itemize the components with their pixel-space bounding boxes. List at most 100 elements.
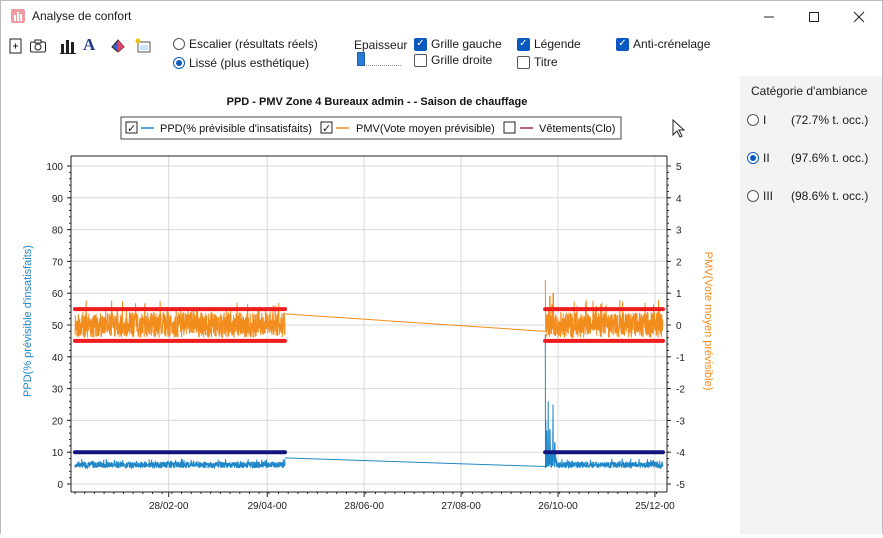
- category-option-2[interactable]: II (97.6% t. occ.): [747, 151, 868, 165]
- y-right-tick-label: 2: [676, 257, 682, 268]
- image-effects-icon[interactable]: [134, 37, 152, 55]
- fill-color-icon[interactable]: [109, 37, 127, 55]
- y-right-tick-label: 3: [676, 226, 682, 237]
- pmv-series-line: [74, 300, 286, 338]
- grille-gauche-label: Grille gauche: [431, 37, 502, 51]
- y-axis-right-label: PMV(Vote moyen prévisible): [702, 252, 714, 391]
- y-left-tick-label: 30: [52, 385, 64, 396]
- category-option-1[interactable]: I (72.7% t. occ.): [747, 113, 868, 127]
- chart-legend: ✓ PPD(% prévisible d'insatisfaits) ✓ PMV…: [120, 116, 622, 140]
- radio-lisse-dot[interactable]: [173, 57, 185, 69]
- category-radio-1[interactable]: [747, 114, 759, 126]
- y-right-tick-label: -4: [676, 448, 685, 459]
- legend-item-pmv[interactable]: ✓ PMV(Vote moyen prévisible): [320, 121, 495, 135]
- y-right-tick-label: -2: [676, 385, 685, 396]
- category-radio-3[interactable]: [747, 190, 759, 202]
- y-right-tick-label: -3: [676, 416, 685, 427]
- grille-droite-checkbox[interactable]: [414, 53, 427, 67]
- radio-escalier-label: Escalier (résultats réels): [189, 37, 318, 51]
- y-left-tick-label: 60: [52, 289, 64, 300]
- y-left-tick-label: 70: [52, 257, 64, 268]
- ppd-interpolation-line: [284, 457, 546, 468]
- category-radio-2[interactable]: [747, 152, 759, 164]
- legend-item-ppd[interactable]: ✓ PPD(% prévisible d'insatisfaits): [125, 121, 312, 135]
- epaisseur-slider-thumb[interactable]: [357, 52, 365, 66]
- titre-checkbox[interactable]: [517, 55, 530, 69]
- bar-chart-icon[interactable]: [59, 37, 77, 55]
- y-left-tick-label: 10: [52, 448, 64, 459]
- minimize-button[interactable]: [746, 1, 792, 32]
- check-titre[interactable]: Titre: [517, 55, 558, 69]
- window-title: Analyse de confort: [32, 9, 132, 23]
- y-right-tick-label: -1: [676, 353, 685, 364]
- radio-lisse-label: Lissé (plus esthétique): [189, 56, 310, 70]
- radio-escalier-dot[interactable]: [173, 38, 185, 50]
- radio-escalier[interactable]: Escalier (résultats réels): [173, 37, 318, 51]
- legend-clo-label: Vêtements(Clo): [539, 123, 615, 135]
- y-left-tick-label: 20: [52, 416, 64, 427]
- mouse-cursor-icon: [672, 118, 686, 138]
- grille-gauche-checkbox[interactable]: ✓: [414, 37, 427, 51]
- radio-lisse[interactable]: Lissé (plus esthétique): [173, 56, 309, 70]
- grille-droite-label: Grille droite: [431, 53, 493, 67]
- x-tick-label: 28/02-00: [149, 501, 189, 512]
- x-tick-label: 28/06-00: [344, 501, 384, 512]
- chart-app-icon: [11, 9, 25, 23]
- pmv-interpolation-line: [284, 313, 546, 332]
- minimize-icon: [764, 16, 774, 17]
- y-right-tick-label: 5: [676, 162, 682, 173]
- category-label-1: I: [763, 113, 767, 127]
- anti-crenelage-label: Anti-crénelage: [633, 37, 711, 51]
- ambiance-panel-title: Catégorie d'ambiance: [751, 84, 868, 98]
- x-tick-label: 27/08-00: [441, 501, 481, 512]
- maximize-icon: [809, 11, 819, 22]
- title-bar: Analyse de confort: [1, 1, 882, 32]
- category-label-2: II: [763, 151, 770, 165]
- legende-checkbox[interactable]: ✓: [517, 37, 530, 51]
- y-left-tick-label: 0: [57, 480, 63, 491]
- legend-pmv-label: PMV(Vote moyen prévisible): [356, 123, 495, 135]
- camera-icon[interactable]: [29, 37, 47, 55]
- check-legende[interactable]: ✓ Légende: [517, 37, 581, 51]
- legend-pmv-check: ✓: [322, 123, 331, 135]
- y-left-tick-label: 40: [52, 353, 64, 364]
- y-right-tick-label: 4: [676, 194, 682, 205]
- y-left-tick-label: 50: [52, 321, 64, 332]
- new-document-icon[interactable]: [7, 37, 25, 55]
- y-left-tick-label: 80: [52, 226, 64, 237]
- y-right-tick-label: 1: [676, 289, 682, 300]
- y-right-tick-label: 0: [676, 321, 682, 332]
- category-value-2: (97.6% t. occ.): [791, 151, 869, 165]
- legend-item-clo[interactable]: Vêtements(Clo): [503, 121, 615, 135]
- category-value-3: (98.6% t. occ.): [791, 189, 869, 203]
- y-left-tick-label: 100: [46, 162, 63, 173]
- check-grille-gauche[interactable]: ✓ Grille gauche: [414, 37, 502, 51]
- pmv-series-line: [544, 280, 664, 339]
- titre-label: Titre: [534, 55, 558, 69]
- epaisseur-label: Epaisseur: [354, 38, 408, 52]
- anti-crenelage-checkbox[interactable]: ✓: [616, 37, 629, 51]
- ambiance-panel: Catégorie d'ambiance I (72.7% t. occ.) I…: [740, 76, 882, 534]
- legend-ppd-check: ✓: [127, 123, 136, 135]
- close-button[interactable]: [836, 1, 882, 32]
- ppd-series-line: [544, 334, 664, 470]
- check-anti-crenelage[interactable]: ✓ Anti-crénelage: [616, 37, 710, 51]
- y-right-tick-label: -5: [676, 480, 685, 491]
- chart-title: PPD - PMV Zone 4 Bureaux admin - - Saiso…: [227, 96, 528, 108]
- epaisseur-slider-track[interactable]: [357, 53, 401, 66]
- category-value-1: (72.7% t. occ.): [791, 113, 869, 127]
- category-option-3[interactable]: III (98.6% t. occ.): [747, 189, 868, 203]
- legend-ppd-label: PPD(% prévisible d'insatisfaits): [160, 123, 312, 135]
- x-tick-label: 26/10-00: [538, 501, 578, 512]
- check-grille-droite[interactable]: Grille droite: [414, 53, 492, 67]
- font-icon[interactable]: A: [83, 35, 96, 54]
- category-label-3: III: [763, 189, 774, 203]
- chart-area: PPD - PMV Zone 4 Bureaux admin - - Saiso…: [1, 76, 740, 535]
- ppd-pmv-chart[interactable]: PPD - PMV Zone 4 Bureaux admin - - Saiso…: [1, 76, 740, 535]
- y-left-tick-label: 90: [52, 194, 64, 205]
- limit-layer: [73, 307, 665, 455]
- maximize-button[interactable]: [791, 1, 837, 32]
- ppd-series-line: [74, 458, 286, 470]
